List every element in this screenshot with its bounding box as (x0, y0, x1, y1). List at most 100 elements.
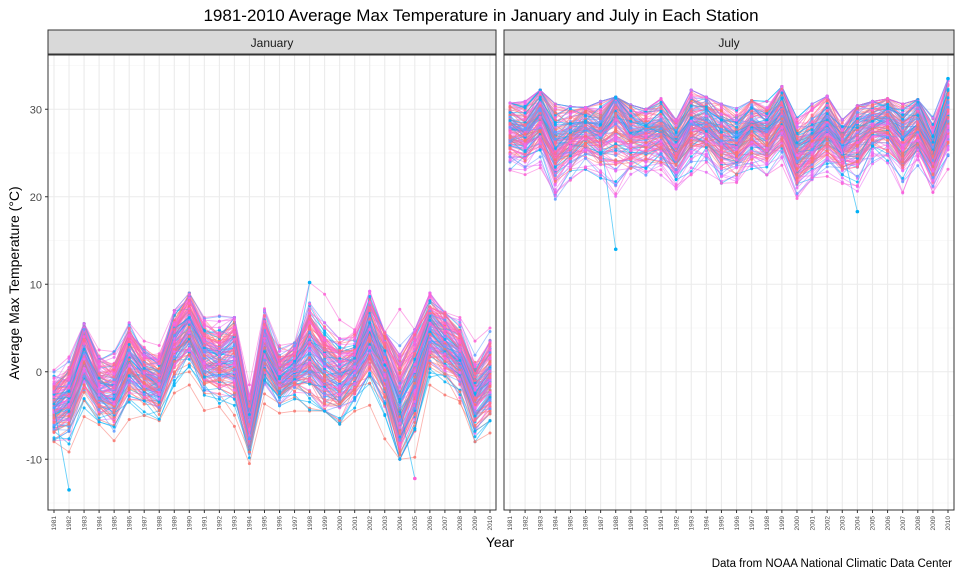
station-point (67, 437, 71, 441)
station-point (353, 345, 357, 349)
station-point (202, 346, 206, 350)
station-point (187, 383, 191, 387)
station-point (398, 381, 402, 385)
station-point (112, 439, 116, 443)
station-point (127, 418, 131, 421)
station-point (157, 379, 161, 383)
station-point (217, 319, 221, 323)
station-point (368, 367, 372, 371)
station-point (308, 371, 312, 375)
station-point (263, 350, 266, 354)
y-tick-label: 20 (30, 192, 42, 204)
station-point (353, 387, 357, 391)
x-tick-label: 1990 (187, 516, 194, 531)
station-point (323, 371, 327, 375)
station-point (278, 372, 281, 376)
x-tick-label: 2007 (442, 516, 449, 531)
station-point (293, 344, 297, 348)
station-point (172, 350, 176, 354)
station-point (142, 374, 146, 378)
station-point (293, 381, 297, 385)
station-point (157, 382, 161, 386)
station-series-line (53, 351, 491, 461)
station-point (247, 456, 251, 460)
station-point (232, 326, 236, 329)
station-point (398, 370, 402, 374)
station-point (458, 371, 462, 375)
station-point (82, 338, 86, 342)
station-point (217, 354, 221, 358)
station-point (52, 402, 56, 406)
station-point (82, 335, 86, 339)
station-point (112, 378, 116, 382)
x-tick-label: 2010 (487, 516, 494, 531)
station-point (488, 357, 492, 361)
station-point (428, 311, 432, 315)
station-point (413, 337, 417, 341)
station-point (142, 363, 146, 367)
station-point (458, 330, 462, 334)
station-point (323, 409, 327, 413)
station-point (413, 412, 417, 416)
station-point (488, 395, 492, 399)
station-point (97, 359, 101, 363)
station-point (413, 393, 417, 397)
x-tick-label: 2008 (457, 516, 464, 531)
station-point (202, 318, 206, 322)
station-point (614, 194, 618, 198)
station-point (293, 356, 297, 360)
station-point (383, 401, 387, 405)
station-point (443, 321, 447, 325)
station-point (308, 390, 312, 394)
station-point (368, 300, 372, 304)
station-point (704, 170, 708, 174)
station-point (202, 325, 206, 329)
station-point (428, 351, 432, 355)
station-point (67, 386, 71, 390)
x-tick-label: 1982 (66, 516, 73, 531)
station-point (217, 328, 221, 332)
station-point (473, 419, 477, 422)
station-point (172, 391, 176, 395)
station-point (383, 378, 387, 382)
station-point (383, 331, 387, 335)
station-point (263, 323, 266, 327)
station-point (323, 326, 327, 330)
outlier-link (399, 408, 416, 479)
station-point (97, 412, 101, 416)
station-point (247, 450, 251, 454)
station-point (217, 374, 221, 378)
station-point (157, 376, 161, 380)
station-point (308, 400, 312, 404)
station-point (398, 386, 402, 390)
station-point (112, 381, 116, 385)
station-point (488, 385, 492, 389)
station-point (142, 410, 146, 414)
station-point (217, 401, 221, 405)
station-point (443, 393, 447, 397)
station-point (97, 408, 101, 412)
station-point (488, 390, 492, 394)
station-point (413, 386, 417, 389)
station-series-line (53, 310, 491, 420)
station-point (473, 388, 477, 392)
station-point (127, 387, 131, 391)
station-point (278, 355, 281, 359)
station-point (398, 453, 402, 457)
station-point (398, 397, 402, 401)
station-point (428, 318, 432, 322)
station-point (217, 315, 221, 318)
station-point (263, 314, 266, 317)
station-point (157, 362, 161, 366)
station-point (232, 316, 236, 319)
station-point (488, 330, 492, 333)
station-point (82, 383, 86, 387)
station-point (247, 383, 251, 387)
outlier-link (294, 282, 311, 368)
x-tick-label: 1994 (247, 516, 254, 531)
station-point (187, 353, 191, 357)
station-point (157, 413, 161, 416)
station-point (142, 371, 146, 375)
station-series-line (53, 320, 491, 429)
station-point (488, 378, 492, 382)
